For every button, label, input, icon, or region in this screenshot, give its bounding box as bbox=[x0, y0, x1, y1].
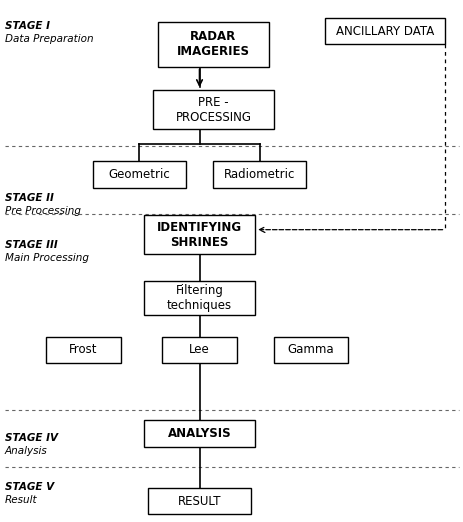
FancyBboxPatch shape bbox=[157, 22, 269, 66]
FancyBboxPatch shape bbox=[144, 420, 255, 447]
FancyBboxPatch shape bbox=[46, 337, 120, 363]
Text: Filtering
techniques: Filtering techniques bbox=[167, 283, 232, 312]
FancyBboxPatch shape bbox=[148, 488, 250, 514]
FancyBboxPatch shape bbox=[93, 161, 185, 188]
Text: RADAR
IMAGERIES: RADAR IMAGERIES bbox=[176, 30, 250, 58]
Text: Frost: Frost bbox=[69, 343, 98, 356]
Text: STAGE IV: STAGE IV bbox=[5, 433, 57, 443]
Text: STAGE II: STAGE II bbox=[5, 193, 53, 203]
Text: Result: Result bbox=[5, 495, 37, 505]
Text: Main Processing: Main Processing bbox=[5, 253, 88, 263]
Text: RESULT: RESULT bbox=[177, 495, 221, 507]
Text: Pre Processing: Pre Processing bbox=[5, 206, 81, 216]
Text: STAGE V: STAGE V bbox=[5, 482, 54, 492]
FancyBboxPatch shape bbox=[324, 18, 444, 44]
Text: STAGE I: STAGE I bbox=[5, 21, 50, 31]
FancyBboxPatch shape bbox=[144, 281, 255, 314]
Text: ANALYSIS: ANALYSIS bbox=[167, 427, 231, 440]
Text: STAGE III: STAGE III bbox=[5, 240, 57, 250]
FancyBboxPatch shape bbox=[162, 337, 236, 363]
Text: Data Preparation: Data Preparation bbox=[5, 34, 93, 44]
Text: IDENTIFYING
SHRINES: IDENTIFYING SHRINES bbox=[156, 221, 242, 249]
FancyBboxPatch shape bbox=[144, 215, 255, 254]
Text: Gamma: Gamma bbox=[287, 343, 333, 356]
FancyBboxPatch shape bbox=[153, 90, 273, 129]
Text: Radiometric: Radiometric bbox=[224, 169, 295, 181]
Text: Lee: Lee bbox=[189, 343, 209, 356]
FancyBboxPatch shape bbox=[273, 337, 347, 363]
Text: Geometric: Geometric bbox=[108, 169, 170, 181]
FancyBboxPatch shape bbox=[213, 161, 306, 188]
Text: ANCILLARY DATA: ANCILLARY DATA bbox=[335, 25, 433, 38]
Text: Analysis: Analysis bbox=[5, 446, 47, 456]
Text: PRE -
PROCESSING: PRE - PROCESSING bbox=[175, 96, 251, 124]
